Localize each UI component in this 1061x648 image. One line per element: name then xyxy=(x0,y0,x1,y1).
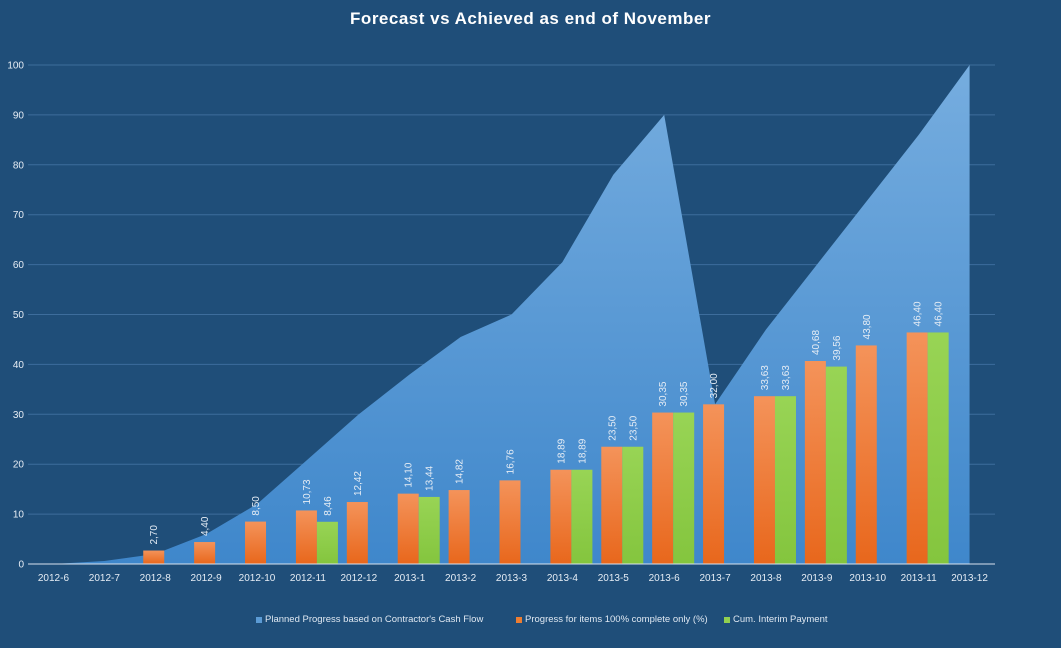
y-tick-label: 60 xyxy=(13,260,25,271)
progress-bar xyxy=(448,490,470,564)
payment-bar xyxy=(418,496,440,564)
x-tick-label: 2013-1 xyxy=(394,573,426,584)
legend-swatch xyxy=(256,617,262,623)
progress-bar xyxy=(397,493,419,564)
progress-bar xyxy=(295,510,317,564)
progress-bar xyxy=(753,396,775,564)
legend-item-progress: Progress for items 100% complete only (%… xyxy=(516,614,715,625)
x-tick-label: 2012-8 xyxy=(140,573,172,584)
x-tick-label: 2013-11 xyxy=(901,573,937,584)
x-tick-label: 2013-2 xyxy=(445,573,477,584)
data-label: 43,80 xyxy=(862,314,873,339)
data-label: 18,89 xyxy=(556,438,567,463)
x-tick-label: 2012-11 xyxy=(290,573,326,584)
legend-label: Planned Progress based on Contractor's C… xyxy=(265,614,484,625)
data-label: 39,56 xyxy=(832,335,843,360)
payment-bar xyxy=(316,521,338,564)
x-tick-label: 2013-12 xyxy=(951,573,988,584)
y-tick-label: 50 xyxy=(13,310,25,321)
data-label: 30,35 xyxy=(658,381,669,406)
progress-bar xyxy=(652,412,674,564)
payment-bar xyxy=(774,396,796,564)
progress-bar xyxy=(601,446,623,564)
payment-bar xyxy=(571,469,593,564)
data-label: 2,70 xyxy=(149,525,160,545)
data-label: 33,63 xyxy=(781,365,792,390)
data-label: 4,40 xyxy=(200,516,211,536)
legend-swatch xyxy=(724,617,730,623)
x-tick-label: 2012-10 xyxy=(239,573,276,584)
y-tick-label: 0 xyxy=(18,560,24,571)
legend-label: Progress for items 100% complete only (%… xyxy=(525,614,708,625)
data-label: 40,68 xyxy=(811,330,822,355)
progress-bar xyxy=(346,502,368,564)
data-label: 46,40 xyxy=(913,301,924,326)
data-label: 33,63 xyxy=(760,365,771,390)
data-label: 30,35 xyxy=(679,381,690,406)
payment-bar xyxy=(825,366,847,564)
x-tick-label: 2013-3 xyxy=(496,573,528,584)
progress-bar xyxy=(855,345,877,564)
data-label: 8,46 xyxy=(323,496,334,516)
data-label: 18,89 xyxy=(577,438,588,463)
data-label: 12,42 xyxy=(353,471,364,496)
payment-bar xyxy=(673,412,695,564)
data-label: 32,00 xyxy=(709,373,720,398)
progress-bar xyxy=(550,469,572,564)
x-tick-label: 2013-7 xyxy=(700,573,732,584)
progress-bar xyxy=(143,550,165,564)
data-label: 46,40 xyxy=(934,301,945,326)
y-tick-label: 40 xyxy=(13,360,25,371)
data-label: 14,82 xyxy=(455,459,466,484)
x-tick-label: 2012-7 xyxy=(89,573,121,584)
y-tick-label: 70 xyxy=(13,210,25,221)
x-tick-label: 2013-8 xyxy=(750,573,782,584)
progress-bar xyxy=(906,332,928,564)
x-tick-label: 2012-9 xyxy=(191,573,223,584)
data-label: 14,10 xyxy=(404,462,415,487)
y-tick-label: 10 xyxy=(13,510,25,521)
x-tick-label: 2013-9 xyxy=(801,573,833,584)
payment-bar xyxy=(927,332,949,564)
y-tick-label: 30 xyxy=(13,410,25,421)
data-label: 23,50 xyxy=(628,415,639,440)
data-label: 23,50 xyxy=(607,415,618,440)
legend-label: Cum. Interim Payment xyxy=(733,614,828,625)
data-label: 8,50 xyxy=(251,496,262,516)
x-tick-label: 2012-6 xyxy=(38,573,70,584)
x-tick-label: 2013-4 xyxy=(547,573,579,584)
progress-bar xyxy=(499,480,521,564)
data-label: 16,76 xyxy=(506,449,517,474)
data-label: 13,44 xyxy=(425,465,436,490)
x-tick-label: 2013-10 xyxy=(849,573,886,584)
chart-title: Forecast vs Achieved as end of November xyxy=(350,9,711,28)
progress-bar xyxy=(245,521,267,564)
progress-bar xyxy=(703,404,725,564)
payment-bar xyxy=(622,446,644,564)
x-tick-label: 2013-6 xyxy=(649,573,681,584)
legend-swatch xyxy=(516,617,522,623)
progress-bar xyxy=(804,361,826,564)
y-tick-label: 90 xyxy=(13,110,25,121)
planned-progress-area xyxy=(53,65,970,564)
x-tick-label: 2012-12 xyxy=(340,573,377,584)
legend-item-payment: Cum. Interim Payment xyxy=(724,614,828,625)
legend-item-planned: Planned Progress based on Contractor's C… xyxy=(256,614,483,625)
y-tick-label: 100 xyxy=(7,61,24,72)
data-label: 10,73 xyxy=(302,479,313,504)
progress-bar xyxy=(194,542,216,564)
y-tick-label: 80 xyxy=(13,160,25,171)
x-tick-label: 2013-5 xyxy=(598,573,630,584)
y-tick-label: 20 xyxy=(13,460,25,471)
